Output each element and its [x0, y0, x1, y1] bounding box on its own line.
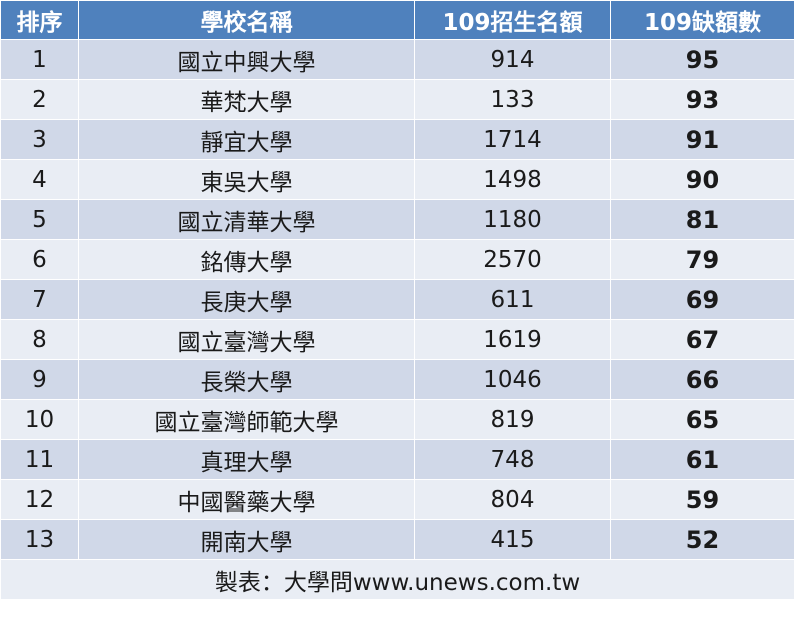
- quota-cell: 2570: [414, 239, 611, 280]
- quota-cell: 914: [414, 39, 611, 80]
- school-cell: 長庚大學: [78, 279, 415, 320]
- quota-cell: 415: [414, 519, 611, 560]
- header-rank: 排序: [0, 0, 79, 40]
- rank-cell: 8: [0, 319, 79, 360]
- vacancy-cell: 69: [610, 279, 795, 320]
- vacancy-cell: 95: [610, 39, 795, 80]
- school-cell: 銘傳大學: [78, 239, 415, 280]
- header-row: 排序 學校名稱 109招生名額 109缺額數: [0, 0, 795, 40]
- rank-cell: 5: [0, 199, 79, 240]
- vacancy-cell: 67: [610, 319, 795, 360]
- rank-cell: 13: [0, 519, 79, 560]
- quota-cell: 748: [414, 439, 611, 480]
- table-row: 8 國立臺灣大學 1619 67: [0, 319, 795, 360]
- rank-cell: 1: [0, 39, 79, 80]
- school-cell: 東吳大學: [78, 159, 415, 200]
- header-vacancy: 109缺額數: [610, 0, 795, 40]
- table-row: 3 靜宜大學 1714 91: [0, 119, 795, 160]
- rank-cell: 12: [0, 479, 79, 520]
- table-row: 5 國立清華大學 1180 81: [0, 199, 795, 240]
- school-cell: 國立清華大學: [78, 199, 415, 240]
- table-row: 12 中國醫藥大學 804 59: [0, 479, 795, 520]
- quota-cell: 804: [414, 479, 611, 520]
- quota-cell: 133: [414, 79, 611, 120]
- table-row: 4 東吳大學 1498 90: [0, 159, 795, 200]
- school-cell: 長榮大學: [78, 359, 415, 400]
- quota-cell: 611: [414, 279, 611, 320]
- rank-cell: 7: [0, 279, 79, 320]
- rank-cell: 6: [0, 239, 79, 280]
- rank-cell: 2: [0, 79, 79, 120]
- source-credit: 製表：大學問www.unews.com.tw: [0, 559, 795, 600]
- quota-cell: 1498: [414, 159, 611, 200]
- vacancy-cell: 93: [610, 79, 795, 120]
- quota-cell: 1714: [414, 119, 611, 160]
- rank-cell: 11: [0, 439, 79, 480]
- table-row: 10 國立臺灣師範大學 819 65: [0, 399, 795, 440]
- quota-cell: 1046: [414, 359, 611, 400]
- school-cell: 靜宜大學: [78, 119, 415, 160]
- rank-cell: 4: [0, 159, 79, 200]
- footer-row: 製表：大學問www.unews.com.tw: [0, 559, 795, 600]
- table-row: 9 長榮大學 1046 66: [0, 359, 795, 400]
- vacancy-cell: 81: [610, 199, 795, 240]
- rank-cell: 10: [0, 399, 79, 440]
- rank-cell: 3: [0, 119, 79, 160]
- school-cell: 中國醫藥大學: [78, 479, 415, 520]
- table-row: 11 真理大學 748 61: [0, 439, 795, 480]
- vacancy-cell: 79: [610, 239, 795, 280]
- school-cell: 國立臺灣師範大學: [78, 399, 415, 440]
- school-cell: 國立中興大學: [78, 39, 415, 80]
- vacancy-cell: 66: [610, 359, 795, 400]
- vacancy-ranking-table: 排序 學校名稱 109招生名額 109缺額數 1 國立中興大學 914 95 2…: [0, 0, 795, 600]
- table-row: 7 長庚大學 611 69: [0, 279, 795, 320]
- quota-cell: 819: [414, 399, 611, 440]
- vacancy-cell: 65: [610, 399, 795, 440]
- vacancy-cell: 52: [610, 519, 795, 560]
- vacancy-cell: 59: [610, 479, 795, 520]
- table-row: 6 銘傳大學 2570 79: [0, 239, 795, 280]
- header-quota: 109招生名額: [414, 0, 611, 40]
- rank-cell: 9: [0, 359, 79, 400]
- vacancy-cell: 90: [610, 159, 795, 200]
- school-cell: 開南大學: [78, 519, 415, 560]
- school-cell: 國立臺灣大學: [78, 319, 415, 360]
- quota-cell: 1180: [414, 199, 611, 240]
- vacancy-cell: 91: [610, 119, 795, 160]
- school-cell: 華梵大學: [78, 79, 415, 120]
- table-row: 1 國立中興大學 914 95: [0, 39, 795, 80]
- header-school: 學校名稱: [78, 0, 415, 40]
- quota-cell: 1619: [414, 319, 611, 360]
- table-row: 2 華梵大學 133 93: [0, 79, 795, 120]
- table-row: 13 開南大學 415 52: [0, 519, 795, 560]
- school-cell: 真理大學: [78, 439, 415, 480]
- vacancy-cell: 61: [610, 439, 795, 480]
